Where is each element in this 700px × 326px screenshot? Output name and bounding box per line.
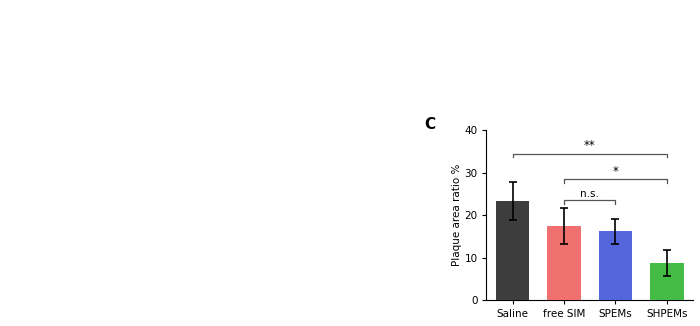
Bar [650,263,684,300]
Text: *: * [612,165,618,178]
Text: n.s.: n.s. [580,189,599,199]
Bar [496,201,529,300]
Text: C: C [424,117,435,132]
Bar [547,226,581,300]
Y-axis label: Plaque area ratio %: Plaque area ratio % [452,164,461,266]
Text: **: ** [584,140,596,153]
Bar [598,231,632,300]
